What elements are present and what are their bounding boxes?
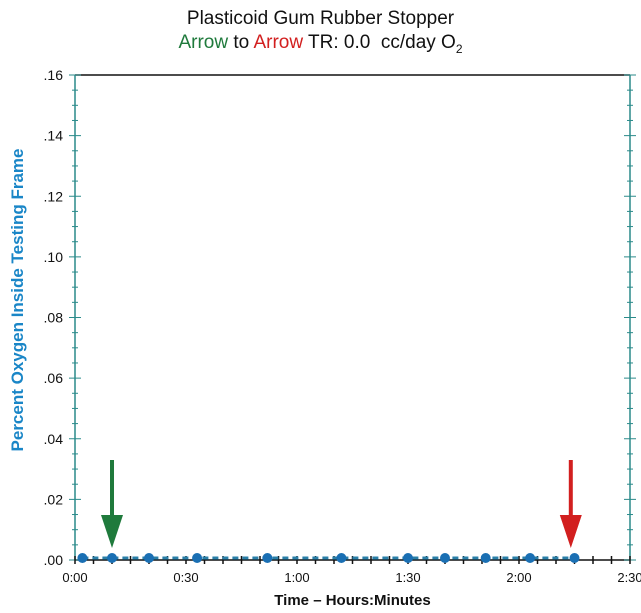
x-axis-label: Time – Hours:Minutes (274, 592, 431, 609)
chart-title: Plasticoid Gum Rubber Stopper (186, 8, 455, 29)
data-point (569, 553, 580, 563)
data-point (336, 553, 347, 563)
arrow-head-green (101, 515, 123, 548)
y-tick-label: .00 (44, 552, 64, 568)
y-tick-label: .10 (44, 249, 64, 265)
x-tick-label: 0:30 (173, 570, 198, 585)
data-point (144, 553, 154, 563)
x-tick-label: 2:30 (617, 570, 641, 585)
data-point (525, 553, 536, 563)
data-point (403, 553, 413, 563)
chart-subtitle: Arrow to Arrow TR: 0.0 cc/day O2 (0, 32, 641, 56)
y-tick-label: .02 (44, 491, 64, 507)
y-tick-label: .14 (44, 128, 64, 144)
subtitle-arrow-green: Arrow (178, 32, 229, 53)
y-tick-label: .06 (44, 370, 64, 386)
x-tick-label: 1:30 (395, 570, 420, 585)
x-tick-label: 2:00 (506, 570, 531, 585)
y-tick-label: .08 (44, 310, 64, 326)
x-tick-label: 0:00 (62, 570, 87, 585)
y-tick-label: .16 (44, 67, 64, 83)
data-point (440, 553, 450, 563)
data-point (107, 553, 117, 563)
subtitle-to: to (228, 32, 254, 53)
subtitle-arrow-red: Arrow (253, 32, 304, 53)
data-point (480, 553, 491, 563)
x-tick-label: 1:00 (284, 570, 309, 585)
data-point (192, 553, 203, 563)
data-point (77, 553, 88, 563)
subtitle-subscript: 2 (455, 41, 463, 56)
arrow-head-red (559, 515, 582, 548)
y-tick-label: .12 (44, 188, 64, 204)
y-axis-label: Percent Oxygen Inside Testing Frame (8, 148, 27, 452)
subtitle-rate: TR: 0.0 cc/day O (303, 32, 456, 53)
data-point (262, 553, 273, 563)
y-tick-label: .04 (44, 431, 64, 447)
